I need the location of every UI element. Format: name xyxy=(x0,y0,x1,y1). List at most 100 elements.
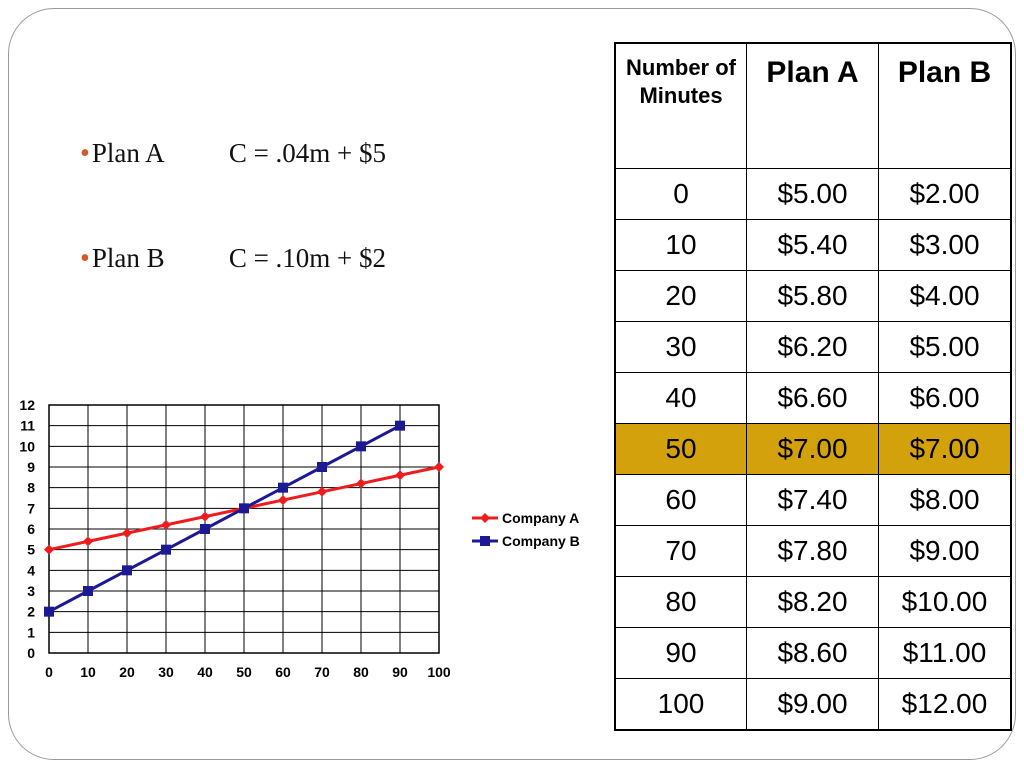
y-tick-label: 2 xyxy=(27,604,35,620)
equation-plan-b: •Plan B C = .10m + $2 xyxy=(80,243,386,275)
equation-plan-label: Plan B xyxy=(91,243,165,273)
cell-plan-a: $6.20 xyxy=(746,321,879,373)
cell-plan-a: $5.80 xyxy=(746,270,879,322)
cost-table: Number of Minutes Plan A Plan B 0 $5.00 $2… xyxy=(614,42,1012,731)
legend-label: Company A xyxy=(502,510,579,526)
equation-formula: C = .10m + $2 xyxy=(228,243,387,273)
bullet-icon: • xyxy=(80,243,90,274)
cell-plan-a: $7.80 xyxy=(746,525,879,577)
x-tick-label: 20 xyxy=(119,664,135,680)
table-row: 30 $6.20 $5.00 xyxy=(614,321,1012,373)
table-row: 50 $7.00 $7.00 xyxy=(614,423,1012,475)
legend-marker xyxy=(480,536,490,546)
data-point-company-b xyxy=(83,586,93,596)
y-tick-label: 1 xyxy=(27,624,35,640)
table-row: 0 $5.00 $2.00 xyxy=(614,168,1012,220)
y-tick-label: 4 xyxy=(27,562,35,578)
x-tick-label: 80 xyxy=(353,664,369,680)
cell-minutes: 80 xyxy=(614,576,747,628)
y-tick-label: 10 xyxy=(19,438,35,454)
legend-marker xyxy=(480,513,490,523)
y-tick-label: 8 xyxy=(27,480,35,496)
x-tick-label: 60 xyxy=(275,664,291,680)
y-tick-label: 3 xyxy=(27,583,35,599)
table-body: 0 $5.00 $2.00 10 $5.40 $3.00 20 $5.80 $4.00 30 $6.… xyxy=(614,168,1012,731)
y-tick-label: 6 xyxy=(27,521,35,537)
y-tick-label: 7 xyxy=(27,500,35,516)
y-tick-label: 11 xyxy=(20,418,35,434)
table-row: 100 $9.00 $12.00 xyxy=(614,678,1012,731)
x-tick-label: 100 xyxy=(427,664,451,680)
data-point-company-b xyxy=(278,482,288,493)
equation-formula: C = .04m + $5 xyxy=(228,138,387,168)
x-tick-label: 30 xyxy=(158,664,174,680)
bullet-icon: • xyxy=(80,138,90,169)
cell-minutes: 60 xyxy=(614,474,747,526)
data-point-company-b xyxy=(161,544,171,555)
cell-plan-a: $6.60 xyxy=(746,372,879,424)
cell-plan-b: $2.00 xyxy=(878,168,1012,220)
header-plan-b: Plan B xyxy=(878,42,1012,169)
header-plan-a: Plan A xyxy=(746,42,879,169)
data-point-company-b xyxy=(122,565,132,576)
data-point-company-b xyxy=(239,503,249,514)
series-line-company-b xyxy=(48,424,401,613)
cell-minutes: 90 xyxy=(614,627,747,679)
table-row: 80 $8.20 $10.00 xyxy=(614,576,1012,628)
x-tick-label: 0 xyxy=(45,664,53,680)
x-tick-label: 90 xyxy=(392,664,408,680)
cell-plan-b: $6.00 xyxy=(878,372,1012,424)
cell-plan-b: $4.00 xyxy=(878,270,1012,322)
data-point-company-a xyxy=(122,528,132,539)
data-point-company-a xyxy=(356,478,366,489)
table-row: 20 $5.80 $4.00 xyxy=(614,270,1012,322)
y-tick-label: 5 xyxy=(27,542,35,558)
data-point-company-b xyxy=(317,462,327,472)
data-point-company-b xyxy=(200,524,210,534)
data-point-company-a xyxy=(83,536,93,547)
cell-plan-a: $5.40 xyxy=(746,219,879,271)
cell-plan-b: $5.00 xyxy=(878,321,1012,373)
cell-minutes: 10 xyxy=(614,219,747,271)
cell-plan-b: $12.00 xyxy=(878,678,1012,731)
cell-plan-a: $5.00 xyxy=(746,168,879,220)
data-point-company-b xyxy=(395,420,405,431)
data-point-company-b xyxy=(356,441,366,452)
legend-label: Company B xyxy=(502,533,580,549)
cell-plan-b: $9.00 xyxy=(878,525,1012,577)
cell-plan-b: $10.00 xyxy=(878,576,1012,628)
table-row: 70 $7.80 $9.00 xyxy=(614,525,1012,577)
header-minutes: Number of Minutes xyxy=(614,42,747,169)
data-point-company-b xyxy=(44,606,54,617)
x-tick-label: 50 xyxy=(236,664,252,680)
cell-minutes: 40 xyxy=(614,372,747,424)
x-tick-label: 10 xyxy=(80,664,96,680)
cell-plan-b: $3.00 xyxy=(878,219,1012,271)
data-point-company-a xyxy=(395,470,405,481)
data-point-company-a xyxy=(161,519,171,530)
cell-plan-b: $7.00 xyxy=(878,423,1012,475)
data-point-company-a xyxy=(278,495,288,506)
cell-plan-a: $9.00 xyxy=(746,678,879,731)
data-point-company-a xyxy=(317,486,327,497)
cell-minutes: 20 xyxy=(614,270,747,322)
table-header-row: Number of Minutes Plan A Plan B xyxy=(614,42,1012,169)
cell-minutes: 0 xyxy=(614,168,747,220)
table-row: 10 $5.40 $3.00 xyxy=(614,219,1012,271)
cell-plan-a: $7.40 xyxy=(746,474,879,526)
y-tick-label: 12 xyxy=(19,397,35,413)
cell-plan-b: $8.00 xyxy=(878,474,1012,526)
y-tick-label: 9 xyxy=(27,459,35,475)
equation-plan-label: Plan A xyxy=(91,138,165,168)
cell-plan-a: $8.60 xyxy=(746,627,879,679)
table-row: 40 $6.60 $6.00 xyxy=(614,372,1012,424)
line-chart: 0 10 20 30 40 50 60 70 80 90 1000123456789101112Co… xyxy=(19,397,580,680)
data-point-company-a xyxy=(44,544,54,555)
data-point-company-a xyxy=(434,462,444,472)
cell-plan-a: $8.20 xyxy=(746,576,879,628)
table-row: 90 $8.60 $11.00 xyxy=(614,627,1012,679)
y-tick-label: 0 xyxy=(27,645,35,661)
cell-minutes: 70 xyxy=(614,525,747,577)
equation-plan-a: •Plan A C = .04m + $5 xyxy=(80,138,386,170)
cell-minutes: 100 xyxy=(614,678,747,731)
